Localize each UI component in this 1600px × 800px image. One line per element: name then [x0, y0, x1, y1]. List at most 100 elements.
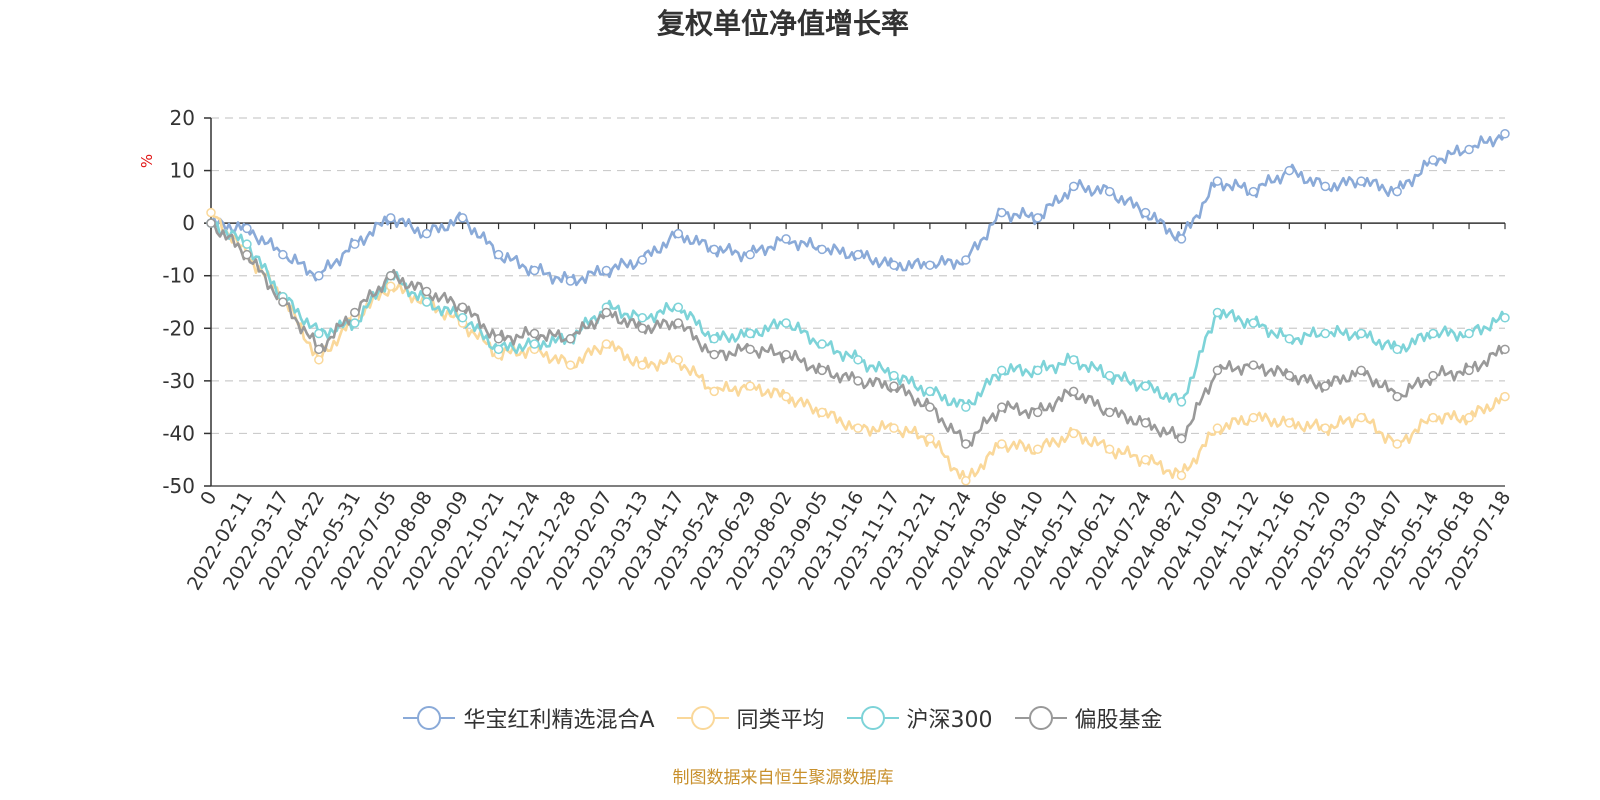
data-point	[457, 302, 468, 313]
data-point	[1104, 407, 1115, 418]
data-point	[673, 355, 684, 365]
data-point	[817, 407, 827, 418]
data-point	[421, 297, 432, 307]
data-point	[1140, 207, 1151, 218]
data-point	[745, 381, 755, 391]
data-point	[1212, 365, 1223, 376]
data-point	[1212, 176, 1223, 186]
data-point	[1176, 397, 1187, 407]
legend-label: 沪深300	[906, 708, 993, 733]
legend-swatch-icon	[403, 706, 456, 730]
data-point	[1464, 328, 1474, 339]
data-point	[1212, 423, 1223, 433]
data-point	[673, 302, 684, 313]
legend-item-3[interactable]: 沪深300	[846, 702, 993, 734]
data-point	[961, 439, 971, 449]
data-point	[1032, 444, 1043, 454]
data-point	[1500, 391, 1510, 402]
data-point	[350, 239, 360, 249]
data-point	[961, 475, 971, 486]
data-point	[242, 223, 252, 234]
series-line-1	[209, 133, 1507, 287]
data-point	[961, 402, 971, 412]
data-point	[1284, 418, 1295, 428]
data-point	[1392, 439, 1402, 449]
data-point	[925, 260, 935, 270]
y-tick-label: -50	[162, 474, 195, 498]
data-point	[1464, 365, 1474, 376]
data-point	[242, 249, 252, 260]
data-point	[1248, 318, 1259, 328]
data-point	[1140, 381, 1151, 391]
legend-item-1[interactable]: 华宝红利精选混合A	[403, 702, 655, 734]
data-point	[1320, 181, 1331, 192]
grid-layer	[211, 117, 1505, 435]
legend-item-2[interactable]: 同类平均	[676, 702, 825, 734]
data-point	[1068, 355, 1079, 365]
data-point	[314, 270, 324, 281]
data-point	[889, 381, 899, 391]
data-point	[457, 213, 468, 223]
data-point	[457, 313, 468, 323]
axis-layer: 20100-10-20-30-40-5002022-02-112022-03-1…	[162, 106, 1515, 594]
data-point	[1320, 328, 1331, 339]
data-point	[925, 402, 935, 412]
data-point	[1428, 328, 1438, 339]
legend: 华宝红利精选混合A 同类平均 沪深300 偏股基金	[0, 702, 1566, 734]
data-point	[1356, 328, 1366, 339]
legend-swatch-icon	[846, 706, 899, 730]
x-tick-label: 0	[196, 488, 221, 509]
data-point	[781, 234, 791, 244]
data-point	[889, 370, 899, 381]
data-point	[314, 355, 324, 365]
data-point	[385, 213, 396, 223]
data-point	[206, 207, 216, 218]
data-point	[1392, 186, 1402, 197]
data-point	[1356, 412, 1366, 423]
y-tick-label: 0	[182, 211, 195, 235]
data-point	[1248, 360, 1259, 370]
legend-item-4[interactable]: 偏股基金	[1014, 702, 1163, 734]
data-point	[853, 376, 863, 386]
data-point	[709, 334, 719, 344]
data-point	[350, 307, 360, 318]
data-point	[1464, 144, 1474, 155]
data-point	[1500, 129, 1510, 139]
data-point	[853, 249, 863, 260]
data-point	[1032, 407, 1043, 418]
data-point	[997, 439, 1007, 449]
data-point	[565, 334, 576, 344]
data-point	[493, 344, 504, 355]
data-point	[1284, 370, 1295, 381]
data-point	[1140, 454, 1151, 465]
legend-swatch-icon	[1014, 706, 1067, 730]
data-point	[242, 239, 252, 249]
data-point	[1500, 344, 1510, 355]
marker-layer	[206, 129, 1510, 486]
data-point	[529, 265, 540, 276]
data-point	[421, 228, 432, 239]
legend-label: 华宝红利精选混合A	[463, 708, 655, 733]
data-point	[1284, 165, 1295, 176]
data-point	[1104, 444, 1115, 454]
chart-title: 复权单位净值增长率	[656, 7, 909, 40]
y-tick-label: -40	[162, 421, 195, 445]
y-tick-label: 20	[170, 106, 195, 130]
data-point	[206, 218, 216, 228]
data-point	[493, 249, 504, 260]
data-point	[1212, 307, 1223, 318]
data-point	[385, 270, 396, 281]
data-point	[1176, 433, 1187, 444]
data-point	[1068, 428, 1079, 439]
data-point	[1176, 234, 1187, 244]
data-point	[853, 423, 863, 433]
data-point	[1428, 370, 1438, 381]
data-point	[781, 318, 791, 328]
data-point	[925, 386, 935, 397]
data-point	[565, 360, 576, 370]
data-point	[421, 286, 432, 297]
y-tick-label: -10	[162, 264, 195, 288]
data-point	[1464, 412, 1474, 423]
data-point	[1104, 186, 1115, 197]
